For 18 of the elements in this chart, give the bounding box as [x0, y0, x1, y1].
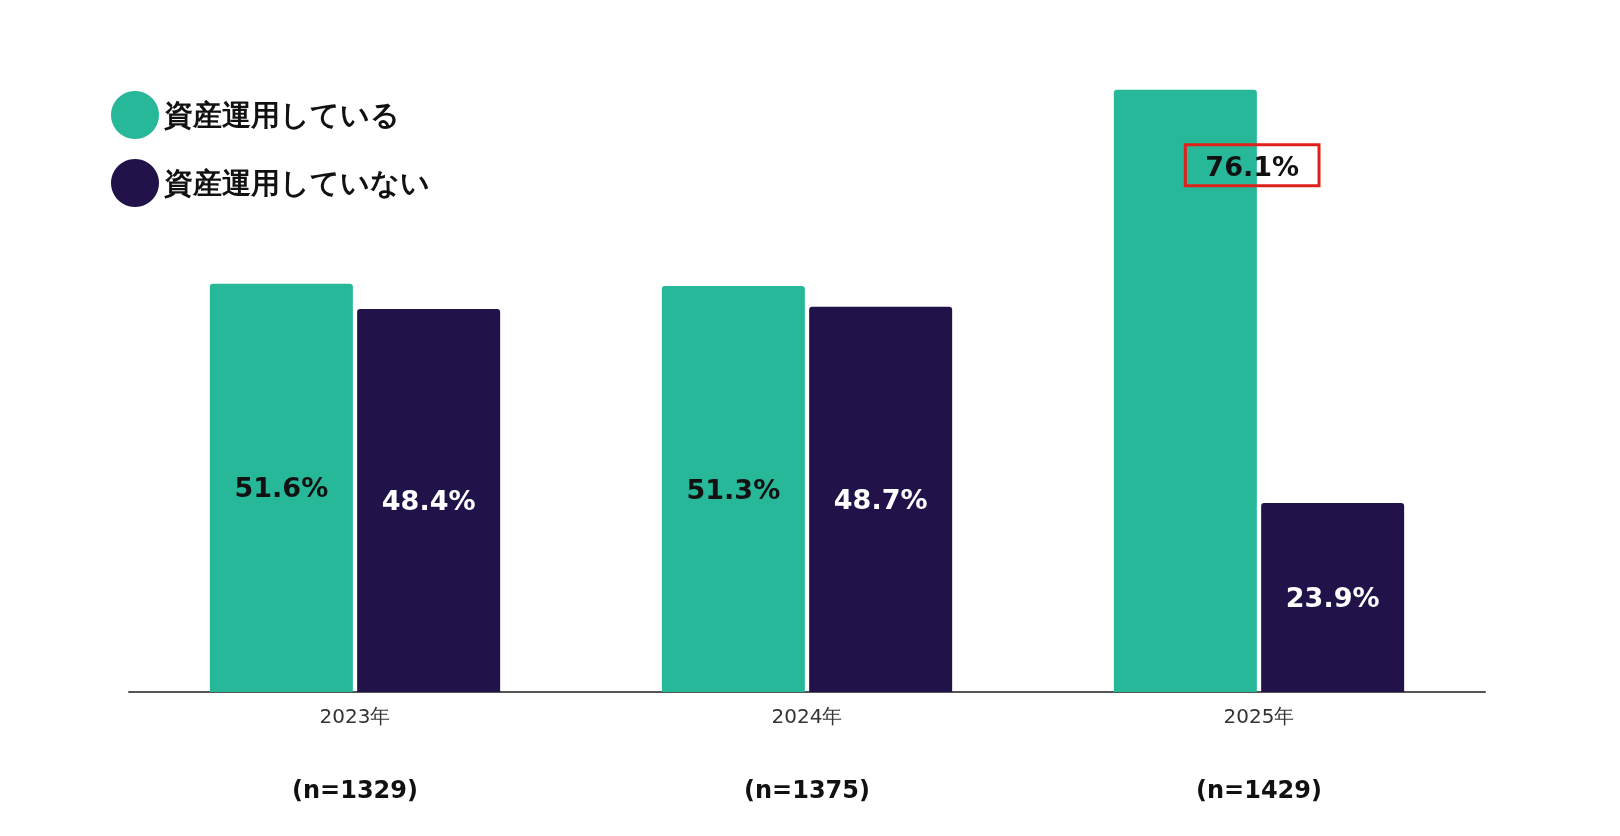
- text: (n=1375): [744, 776, 870, 804]
- bar: [809, 306, 953, 692]
- data-label: 23.9%: [1285, 581, 1380, 613]
- text: (n=1329): [292, 776, 418, 804]
- bar: [1261, 502, 1405, 692]
- x-tick-label: 2024年: [771, 704, 843, 728]
- x-tick-label: 2023年: [319, 704, 391, 728]
- data-label: 51.3%: [686, 473, 781, 505]
- bar: [661, 286, 805, 692]
- data-label: 51.6%: [234, 472, 329, 504]
- legend-label: 資産運用している: [163, 98, 400, 132]
- data-label: 48.4%: [381, 485, 476, 517]
- text: (n=1429): [1196, 776, 1322, 804]
- data-label: 48.7%: [833, 483, 928, 515]
- bar: [357, 309, 501, 692]
- x-tick-label: 2025年: [1223, 704, 1295, 728]
- bar: [209, 283, 353, 692]
- legend-label: 資産運用していない: [163, 166, 430, 200]
